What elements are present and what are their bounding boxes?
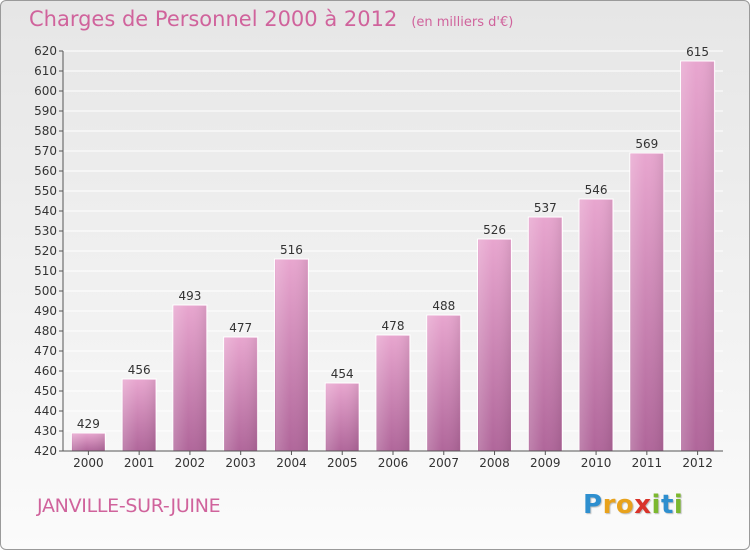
y-tick-label-460: 460 — [34, 364, 57, 378]
bar-shine-2011 — [630, 154, 663, 451]
bar-shine-2009 — [529, 218, 562, 451]
logo-letter: i — [673, 490, 684, 520]
data-label-2004: 516 — [280, 243, 303, 257]
y-tick-label-620: 620 — [34, 44, 57, 58]
data-label-2000: 429 — [77, 417, 100, 431]
y-tick-label-600: 600 — [34, 84, 57, 98]
y-tick-label-550: 550 — [34, 184, 57, 198]
x-tick-label-2008: 2008 — [479, 456, 510, 470]
logo-letter: o — [615, 490, 635, 520]
data-label-2001: 456 — [128, 363, 151, 377]
bar-shine-2004 — [275, 260, 308, 451]
y-tick-label-430: 430 — [34, 424, 57, 438]
y-tick-label-590: 590 — [34, 104, 57, 118]
commune-name: JANVILLE-SUR-JUINE — [37, 495, 221, 517]
bar-shine-2010 — [580, 200, 613, 451]
logo-letter: t — [660, 490, 674, 520]
y-tick-label-510: 510 — [34, 264, 57, 278]
x-tick-label-2001: 2001 — [124, 456, 155, 470]
data-label-2010: 546 — [585, 183, 608, 197]
data-label-2009: 537 — [534, 201, 557, 215]
y-tick-label-570: 570 — [34, 144, 57, 158]
data-label-2007: 488 — [432, 299, 455, 313]
chart-subtitle: (en milliers d'€) — [411, 15, 514, 30]
data-label-2012: 615 — [686, 45, 709, 59]
bar-chart: 420 430 440 450 460 470 480 490 500 510 520 530 540 5… — [34, 44, 723, 470]
data-label-2005: 454 — [331, 367, 354, 381]
y-tick-label-440: 440 — [34, 404, 57, 418]
x-tick-label-2010: 2010 — [581, 456, 612, 470]
data-label-2008: 526 — [483, 223, 506, 237]
proxiti-logo: Proxiti — [583, 490, 683, 520]
x-tick-label-2003: 2003 — [225, 456, 256, 470]
data-label-2011: 569 — [635, 137, 658, 151]
y-tick-label-530: 530 — [34, 224, 57, 238]
bar-shine-2003 — [224, 338, 257, 451]
y-tick-label-480: 480 — [34, 324, 57, 338]
logo-letter: P — [583, 490, 603, 520]
y-tick-label-450: 450 — [34, 384, 57, 398]
bar-shine-2007 — [427, 316, 460, 451]
bar-shine-2005 — [326, 384, 359, 451]
y-tick-label-560: 560 — [34, 164, 57, 178]
y-tick-label-610: 610 — [34, 64, 57, 78]
chart-title-text: Charges de Personnel 2000 à 2012 — [29, 7, 398, 31]
data-labels: 429 456 493 477 516 454 478 488 526 537 546 569 615 — [77, 45, 709, 431]
axes — [59, 50, 723, 455]
x-tick-label-2011: 2011 — [632, 456, 663, 470]
y-tick-label-540: 540 — [34, 204, 57, 218]
y-tick-labels: 420 430 440 450 460 470 480 490 500 510 520 530 540 5… — [34, 44, 57, 458]
bar-shine-2008 — [478, 240, 511, 451]
y-tick-label-470: 470 — [34, 344, 57, 358]
x-tick-label-2012: 2012 — [682, 456, 713, 470]
y-tick-label-580: 580 — [34, 124, 57, 138]
data-label-2006: 478 — [382, 319, 405, 333]
y-tick-label-420: 420 — [34, 444, 57, 458]
logo-letter: x — [634, 490, 652, 520]
bar-shine-2001 — [123, 380, 156, 451]
x-tick-label-2009: 2009 — [530, 456, 561, 470]
bars — [70, 60, 716, 452]
bar-shine-2006 — [377, 336, 409, 451]
x-tick-labels: 2000 2001 2002 2003 2004 2005 2006 2007 2008 2009… — [73, 456, 713, 470]
y-tick-label-490: 490 — [34, 304, 57, 318]
logo-letter: r — [602, 490, 616, 520]
x-tick-label-2000: 2000 — [73, 456, 104, 470]
y-tick-label-520: 520 — [34, 244, 57, 258]
x-tick-label-2006: 2006 — [378, 456, 409, 470]
x-tick-label-2004: 2004 — [276, 456, 307, 470]
x-tick-label-2007: 2007 — [428, 456, 459, 470]
y-tick-label-500: 500 — [34, 284, 57, 298]
x-tick-label-2002: 2002 — [175, 456, 206, 470]
data-label-2002: 493 — [178, 289, 201, 303]
bar-shine-2002 — [173, 306, 206, 451]
x-tick-label-2005: 2005 — [327, 456, 358, 470]
logo-letter: i — [651, 490, 661, 520]
bar-shine-2000 — [72, 434, 105, 451]
bar-shine-2012 — [681, 62, 714, 451]
chart-title: Charges de Personnel 2000 à 2012 (en mill… — [29, 7, 513, 31]
data-label-2003: 477 — [229, 321, 252, 335]
